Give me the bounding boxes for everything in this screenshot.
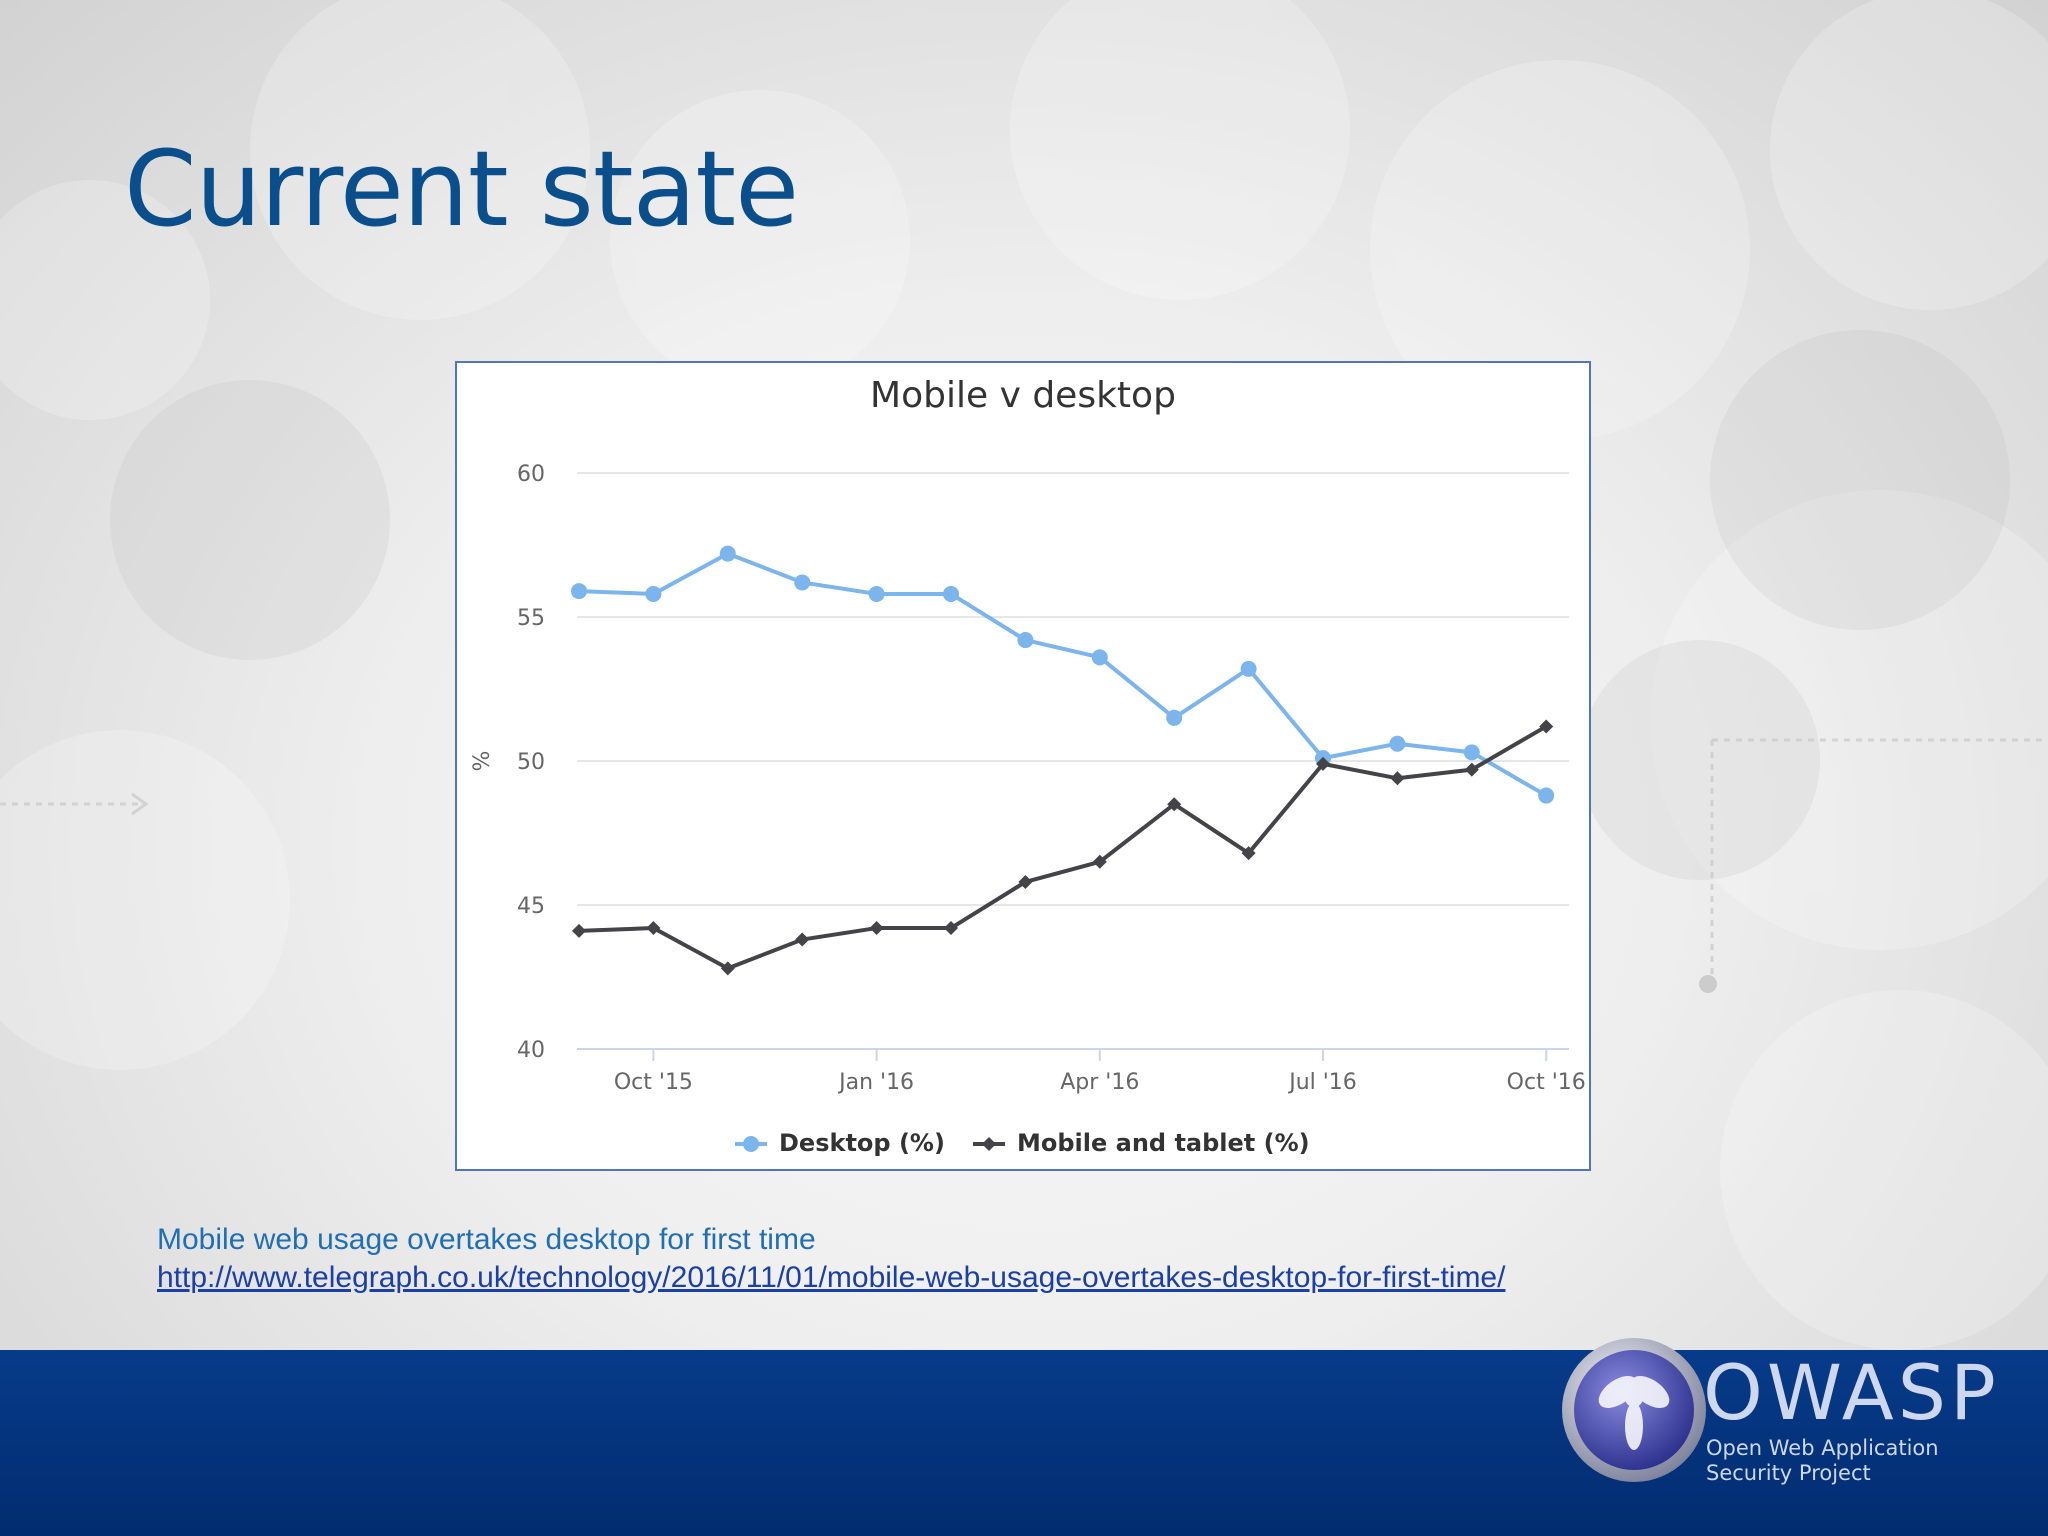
owasp-tagline: Open Web Application Security Project	[1706, 1436, 1939, 1486]
data-point-desktop	[1538, 787, 1555, 804]
data-point-desktop	[719, 545, 736, 562]
chart-container: 40 45 50 55 60 Oct '15 Jan '16 Apr '16 Jul '16 Oc…	[455, 361, 1591, 1171]
data-point-desktop	[1240, 660, 1257, 677]
data-point-mobile	[869, 921, 884, 936]
y-axis-label: %	[470, 751, 495, 772]
data-point-desktop	[794, 574, 811, 591]
data-point-mobile	[572, 923, 586, 938]
data-point-desktop	[1166, 709, 1183, 726]
x-tick-label: Apr '16	[1060, 1070, 1139, 1095]
data-point-desktop	[571, 583, 587, 600]
data-point-mobile	[795, 932, 810, 947]
data-point-desktop	[1017, 632, 1034, 649]
data-point-mobile	[944, 921, 958, 936]
owasp-wordmark: OWASP	[1703, 1348, 2000, 1437]
legend-label: Desktop (%)	[779, 1129, 945, 1157]
owasp-wasp-logo-icon	[1562, 1338, 1706, 1482]
y-tick-label: 40	[517, 1038, 545, 1063]
data-point-mobile	[1018, 874, 1033, 889]
series-line-mobile	[578, 724, 1548, 971]
data-point-mobile	[646, 921, 661, 936]
data-point-desktop	[868, 585, 885, 602]
legend-marker-mobile	[982, 1137, 996, 1151]
y-tick-label: 60	[517, 462, 545, 487]
data-point-mobile	[1390, 771, 1405, 786]
x-tick-label: Oct '16	[1507, 1070, 1586, 1095]
x-tick-label: Jul '16	[1287, 1070, 1357, 1095]
data-point-mobile	[1167, 797, 1182, 812]
data-point-mobile	[1241, 846, 1256, 861]
series-line-desktop	[578, 551, 1548, 798]
data-point-desktop	[1389, 735, 1406, 752]
footer-band	[0, 1350, 2048, 1536]
data-point-desktop	[645, 585, 662, 602]
data-point-desktop	[943, 585, 959, 602]
legend-label: Mobile and tablet (%)	[1017, 1129, 1310, 1157]
data-point-mobile	[1092, 854, 1107, 869]
y-tick-label: 50	[517, 750, 545, 775]
slide-title: Current state	[124, 128, 799, 250]
caption-text: Mobile web usage overtakes desktop for f…	[157, 1223, 816, 1256]
y-tick-label: 55	[517, 606, 545, 631]
data-point-mobile	[1316, 756, 1330, 771]
legend-marker-desktop	[743, 1136, 759, 1152]
data-point-mobile	[1464, 762, 1479, 777]
source-link[interactable]: http://www.telegraph.co.uk/technology/20…	[157, 1261, 1506, 1294]
tagline-line-1: Open Web Application	[1706, 1436, 1939, 1460]
y-tick-label: 45	[517, 894, 545, 919]
data-point-desktop	[1463, 744, 1480, 761]
line-chart: 40 45 50 55 60 Oct '15 Jan '16 Apr '16 Jul '16 Oc…	[470, 462, 1586, 1157]
tagline-line-2: Security Project	[1706, 1461, 1871, 1485]
chart-title: Mobile v desktop	[870, 375, 1176, 416]
data-point-mobile	[720, 961, 735, 976]
x-tick-label: Jan '16	[837, 1070, 914, 1095]
data-point-mobile	[1539, 719, 1554, 734]
data-point-desktop	[1091, 649, 1108, 666]
x-tick-label: Oct '15	[614, 1070, 693, 1095]
